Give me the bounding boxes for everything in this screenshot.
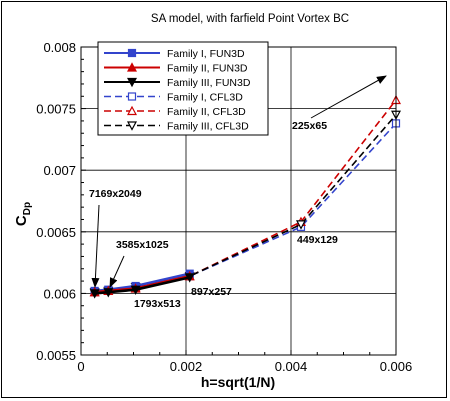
x-tick-label: 0.006 <box>380 359 413 374</box>
series-family-i-cfl3d <box>90 119 401 297</box>
y-tick-label: 0.007 <box>43 163 76 178</box>
series-line <box>94 114 397 293</box>
legend-label: Family III, FUN3D <box>167 77 251 89</box>
y-tick-label: 0.0065 <box>36 225 76 240</box>
legend: Family I, FUN3D Family II, FUN3D Family II… <box>97 41 269 136</box>
y-tick-label: 0.006 <box>43 286 76 301</box>
legend-marker <box>127 105 137 116</box>
y-axis-label-main: C <box>13 215 30 226</box>
x-axis-label: h=sqrt(1/N) <box>201 374 275 390</box>
legend-marker <box>127 92 137 101</box>
annotation-label: 1793x513 <box>134 298 181 310</box>
y-tick-label: 0.0055 <box>36 348 76 363</box>
y-axis-label-sub: Dp <box>22 202 33 215</box>
legend-entry: Family II, CFL3D <box>104 105 246 118</box>
x-tick-label: 0.002 <box>170 359 203 374</box>
legend-box <box>97 41 269 136</box>
legend-marker <box>127 48 137 58</box>
data-point <box>130 285 141 295</box>
data-point <box>89 289 100 299</box>
legend-label: Family II, FUN3D <box>167 63 248 75</box>
annotation-arrow <box>310 75 387 119</box>
annotation-label: 3585x1025 <box>116 239 169 251</box>
y-tick-label: 0.008 <box>43 40 76 55</box>
annotation-label: 225x65 <box>292 120 327 132</box>
legend-label: Family I, FUN3D <box>167 48 245 60</box>
legend-entry: Family III, CFL3D <box>104 121 249 133</box>
series-family-iii-cfl3d <box>89 110 401 298</box>
annotation-label: 7169x2049 <box>89 188 142 200</box>
y-tick-label: 0.0075 <box>36 102 76 117</box>
legend-entry: Family I, CFL3D <box>104 92 243 104</box>
legend-entry: Family I, FUN3D <box>104 48 245 60</box>
annotation-label: 449x129 <box>297 234 338 246</box>
series-line <box>94 276 190 295</box>
data-point <box>184 273 195 283</box>
legend-label: Family III, CFL3D <box>167 121 249 133</box>
annotation-arrow <box>91 204 100 288</box>
legend-entry: Family II, FUN3D <box>104 62 248 75</box>
series-family-iii-fun3d <box>89 273 195 299</box>
x-tick-label: 0 <box>77 359 84 374</box>
legend-entry: Family III, FUN3D <box>104 77 251 89</box>
legend-marker <box>127 62 137 72</box>
legend-label: Family I, CFL3D <box>167 92 243 104</box>
legend-marker <box>127 121 137 131</box>
data-point <box>295 220 306 230</box>
series-line <box>94 122 397 293</box>
data-point <box>103 288 114 298</box>
chart-title: SA model, with farfield Point Vortex BC <box>151 13 349 25</box>
legend-marker <box>127 77 137 88</box>
annotation-label: 897x257 <box>191 286 232 298</box>
x-tick-label: 0.004 <box>275 359 308 374</box>
y-axis-label: CDp <box>13 202 33 226</box>
legend-label: Family II, CFL3D <box>167 106 246 118</box>
annotation-arrow <box>109 255 125 288</box>
